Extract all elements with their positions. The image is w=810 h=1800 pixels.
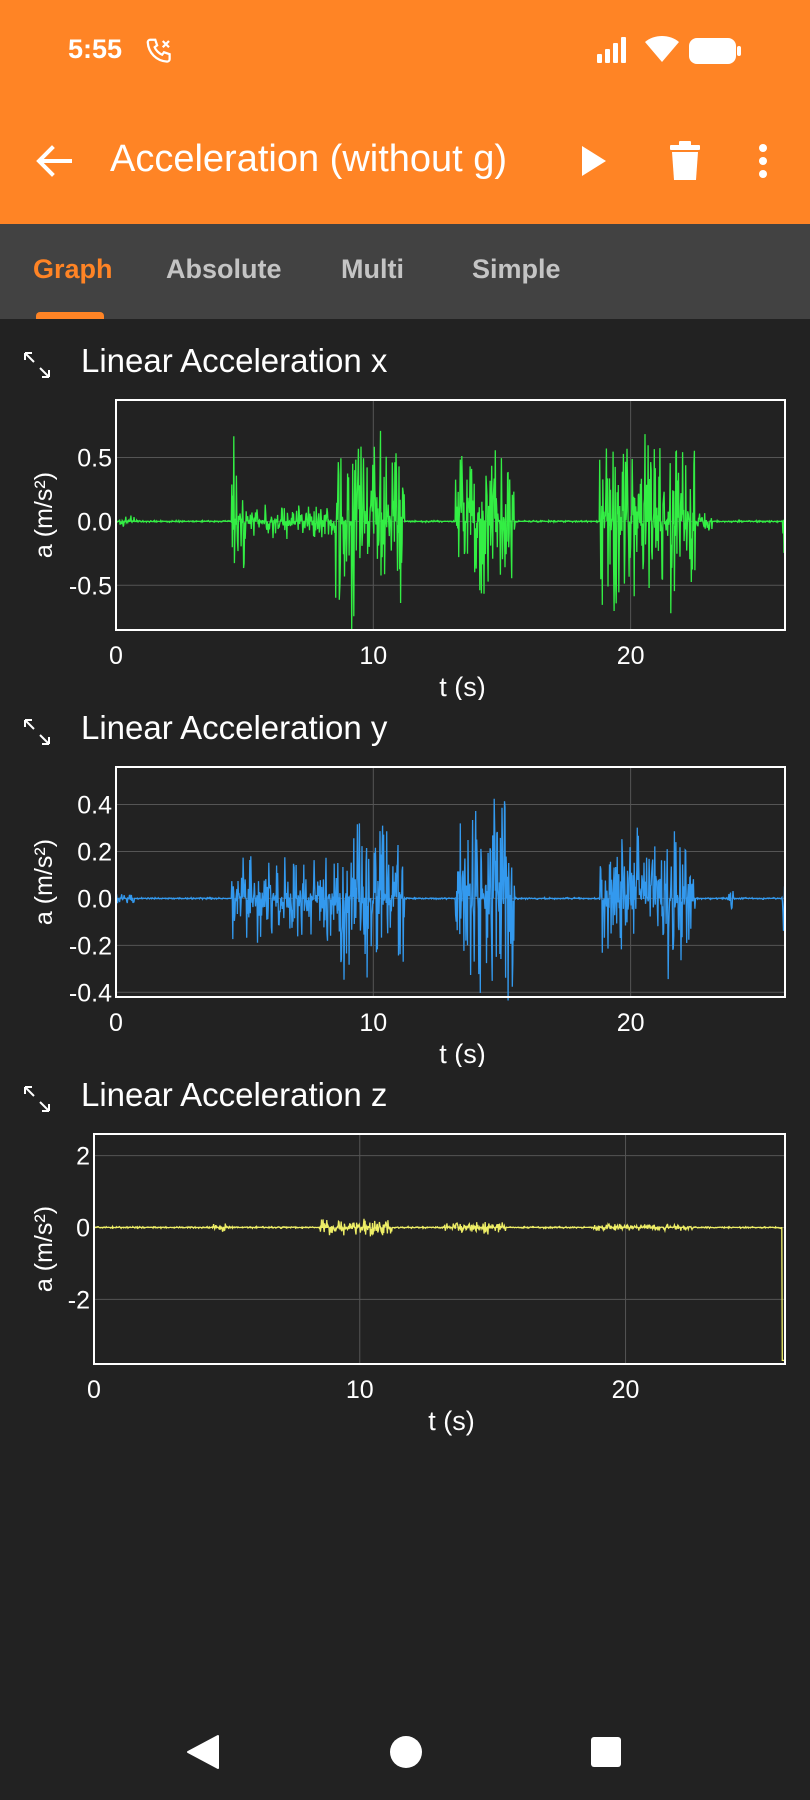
x-tick-label: 10 (359, 642, 387, 670)
expand-icon[interactable] (22, 717, 52, 747)
graph-title: Linear Acceleration y (81, 709, 388, 746)
play-icon[interactable] (570, 138, 616, 184)
x-tick-label: 20 (617, 642, 645, 670)
y-axis-label: a (m/s²) (30, 839, 58, 925)
call-icon (146, 38, 171, 63)
delete-icon[interactable] (662, 138, 708, 184)
y-axis-label: a (m/s²) (30, 472, 58, 558)
x-axis-label: t (s) (439, 672, 486, 700)
expand-icon[interactable] (22, 1084, 52, 1114)
nav-back-icon[interactable] (186, 1734, 220, 1770)
tab-multi[interactable]: Multi (341, 254, 404, 284)
graph-section-z: Linear Acceleration z 0 10 20 2 0 -2 t (s) a (m… (0, 1064, 810, 1444)
nav-home-icon[interactable] (388, 1734, 424, 1770)
expand-icon[interactable] (22, 350, 52, 380)
y-tick-label: -0.4 (69, 979, 112, 1007)
series-line (115, 798, 786, 1001)
page-title: Acceleration (without g) (110, 138, 508, 180)
y-axis-label: a (m/s²) (30, 1206, 58, 1292)
y-tick-label: -2 (68, 1286, 90, 1314)
chart-y[interactable]: 0 10 20 0.4 0.2 0.0 -0.2 -0.4 t (s) a (m/s²) (0, 757, 810, 1067)
series-line (115, 430, 786, 630)
active-tab-indicator (36, 312, 104, 319)
status-time: 5:55 (68, 34, 123, 64)
y-tick-label: 0.4 (77, 792, 112, 820)
graph-section-x: Linear Acceleration x 0 10 20 0.5 0.0 -0.5 t (… (0, 330, 810, 700)
x-tick-label: 0 (109, 1009, 123, 1037)
system-nav-bar (0, 1700, 810, 1800)
plot-frame (115, 399, 786, 631)
x-tick-label: 20 (612, 1376, 640, 1404)
y-tick-label: -0.2 (69, 932, 112, 960)
x-tick-label: 20 (617, 1009, 645, 1037)
tab-graph[interactable]: Graph (33, 254, 113, 284)
battery-icon (689, 38, 741, 64)
more-options-icon[interactable] (748, 138, 778, 184)
chart-x[interactable]: 0 10 20 0.5 0.0 -0.5 t (s) a (m/s²) (0, 390, 810, 700)
tab-bar: Graph Absolute Multi Simple (0, 224, 810, 319)
back-arrow-icon[interactable] (30, 136, 80, 186)
y-tick-label: 0.0 (77, 508, 112, 536)
graph-section-y: Linear Acceleration y 0 10 20 0.4 0.2 0.0 -0.2… (0, 697, 810, 1067)
tab-simple[interactable]: Simple (472, 254, 561, 284)
tab-absolute[interactable]: Absolute (166, 254, 282, 284)
app-toolbar: Acceleration (without g) (0, 100, 810, 224)
x-tick-label: 0 (109, 642, 123, 670)
y-tick-label: 2 (76, 1143, 90, 1171)
y-tick-label: 0 (76, 1214, 90, 1242)
y-tick-label: 0.2 (77, 838, 112, 866)
x-tick-label: 0 (87, 1376, 101, 1404)
wifi-icon (645, 36, 679, 62)
x-axis-label: t (s) (428, 1406, 475, 1436)
x-axis-label: t (s) (439, 1039, 486, 1067)
nav-recent-apps-icon[interactable] (590, 1736, 622, 1768)
y-tick-label: -0.5 (69, 572, 112, 600)
plot-frame (93, 1133, 786, 1365)
series-line (93, 1218, 785, 1362)
x-tick-label: 10 (346, 1376, 374, 1404)
signal-icon (597, 37, 626, 63)
y-tick-label: 0.0 (77, 885, 112, 913)
status-bar: 5:55 (0, 0, 810, 100)
graph-title: Linear Acceleration z (81, 1076, 388, 1113)
plot-frame (115, 766, 786, 998)
y-tick-label: 0.5 (77, 445, 112, 473)
graph-title: Linear Acceleration x (81, 342, 388, 379)
x-tick-label: 10 (359, 1009, 387, 1037)
